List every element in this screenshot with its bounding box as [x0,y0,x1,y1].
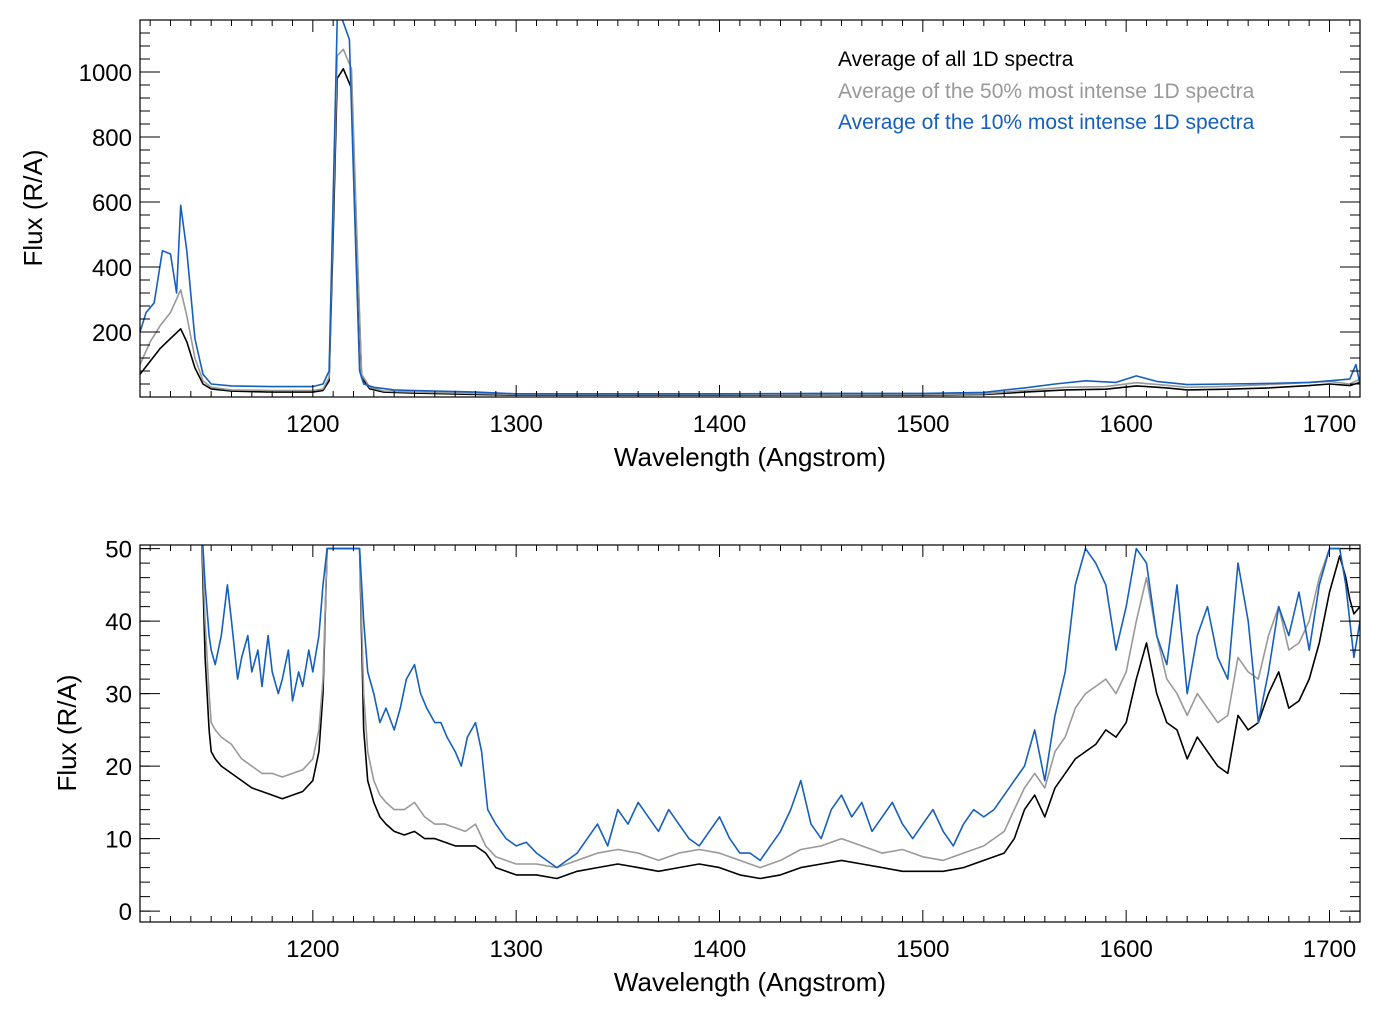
top-x-tick-labels: 1200 1300 1400 1500 1600 1700 [286,411,1356,438]
legend-item-top10: Average of the 10% most intense 1D spect… [838,111,1255,134]
legend-item-top50: Average of the 50% most intense 1D spect… [838,80,1255,103]
bottom-y-tick-label: 20 [105,754,132,781]
bottom-x-tick-label: 1700 [1303,936,1356,963]
top-x-tick-label: 1500 [896,411,949,438]
top-y-tick-label: 800 [92,125,132,152]
bottom-panel: 1200 1300 1400 1500 1600 1700 0 10 20 30 40 50 Wav… [52,537,1361,997]
top-y-tick-labels: 200 400 600 800 1000 [79,60,132,347]
top-x-tick-label: 1200 [286,411,339,438]
bottom-series-top10-line [202,545,1360,869]
top-series-all-line [140,68,1360,396]
top-ticks-group [140,19,1360,398]
bottom-x-tick-label: 1200 [286,936,339,963]
top-x-tick-label: 1300 [489,411,542,438]
bottom-plot-frame [139,544,1361,923]
top-y-tick-label: 200 [92,320,132,347]
top-x-tick-label: 1600 [1099,411,1152,438]
top-y-tick-label: 600 [92,190,132,217]
top-series-top50-line [140,48,1360,396]
bottom-y-tick-label: 10 [105,827,132,854]
bottom-x-axis-title: Wavelength (Angstrom) [614,967,886,997]
top-y-tick-label: 1000 [79,60,132,87]
bottom-series-group [201,545,1360,880]
bottom-y-tick-label: 0 [119,899,132,926]
legend-item-all: Average of all 1D spectra [838,48,1074,71]
top-panel: 1200 1300 1400 1500 1600 1700 200 400 600 800 100… [18,19,1361,472]
bottom-y-axis-title: Flux (R/A) [52,675,82,792]
top-x-tick-label: 1400 [693,411,746,438]
top-y-axis-title: Flux (R/A) [18,150,48,267]
bottom-series-top50-line [201,545,1360,869]
bottom-y-tick-label: 40 [105,609,132,636]
top-plot-frame [139,19,1361,398]
bottom-x-tick-label: 1600 [1099,936,1152,963]
top-x-tick-label: 1700 [1303,411,1356,438]
bottom-x-tick-label: 1500 [896,936,949,963]
bottom-x-tick-label: 1400 [693,936,746,963]
top-x-axis-title: Wavelength (Angstrom) [614,442,886,472]
top-series-group [140,20,1360,396]
bottom-x-tick-label: 1300 [489,936,542,963]
bottom-y-tick-label: 30 [105,682,132,709]
legend: Average of all 1D spectra Average of the… [838,48,1255,134]
bottom-x-tick-labels: 1200 1300 1400 1500 1600 1700 [286,936,1356,963]
bottom-y-tick-label: 50 [105,537,132,564]
top-series-top10-line [140,20,1360,395]
bottom-ticks-group [140,545,1360,922]
top-y-tick-label: 400 [92,255,132,282]
bottom-y-tick-labels: 0 10 20 30 40 50 [105,537,132,927]
